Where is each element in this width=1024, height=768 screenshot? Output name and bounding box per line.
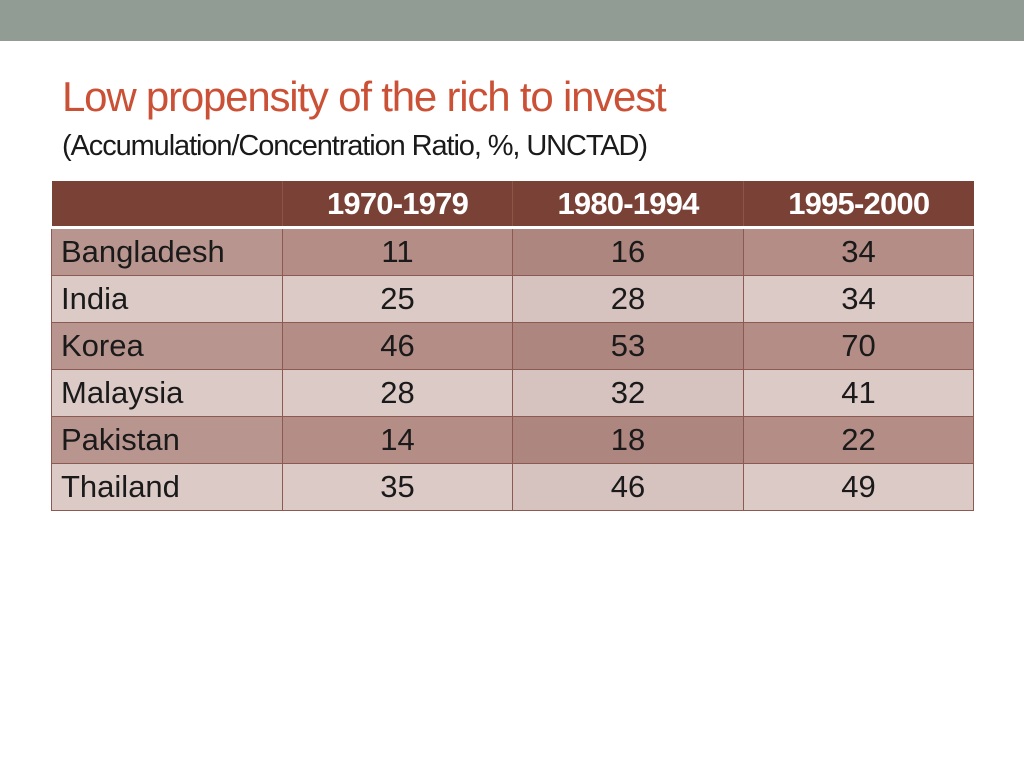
country-cell: Bangladesh [51,227,283,276]
value-cell: 14 [282,416,513,464]
table-row: Malaysia 28 32 41 [51,369,974,417]
header-cell-empty [51,181,283,229]
table-row: Thailand 35 46 49 [51,463,974,511]
value-cell: 34 [743,227,974,276]
country-cell: Korea [51,322,283,370]
country-cell: Malaysia [51,369,283,417]
value-cell: 25 [282,275,513,323]
slide-subtitle: (Accumulation/Concentration Ratio, %, UN… [62,130,648,162]
value-cell: 28 [282,369,513,417]
country-cell: Thailand [51,463,283,511]
value-cell: 46 [282,322,513,370]
slide-title: Low propensity of the rich to invest [62,73,667,120]
value-cell: 49 [743,463,974,511]
table-header-row: 1970-1979 1980-1994 1995-2000 [51,181,974,229]
value-cell: 46 [512,463,744,511]
value-cell: 11 [282,227,513,276]
value-cell: 53 [512,322,744,370]
value-cell: 22 [743,416,974,464]
header-cell-1980-1994: 1980-1994 [512,181,744,229]
table-row: India 25 28 34 [51,275,974,323]
value-cell: 32 [512,369,744,417]
table-row: Pakistan 14 18 22 [51,416,974,464]
country-cell: Pakistan [51,416,283,464]
value-cell: 28 [512,275,744,323]
value-cell: 16 [512,227,744,276]
value-cell: 34 [743,275,974,323]
country-cell: India [51,275,283,323]
header-cell-1970-1979: 1970-1979 [282,181,513,229]
top-accent-bar [0,0,1024,41]
value-cell: 35 [282,463,513,511]
value-cell: 41 [743,369,974,417]
table-row: Korea 46 53 70 [51,322,974,370]
table-row: Bangladesh 11 16 34 [51,227,974,276]
accumulation-ratio-table: 1970-1979 1980-1994 1995-2000 Bangladesh… [51,181,974,511]
value-cell: 70 [743,322,974,370]
value-cell: 18 [512,416,744,464]
header-cell-1995-2000: 1995-2000 [743,181,974,229]
